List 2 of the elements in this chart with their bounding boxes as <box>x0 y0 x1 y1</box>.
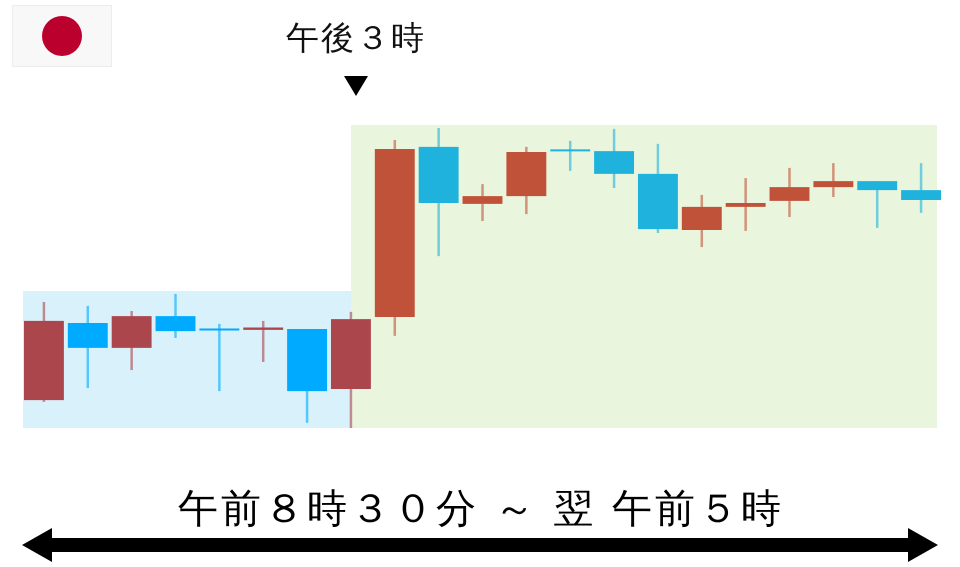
x-axis-title: 午前８時３０分 ～ 翌 午前５時 <box>176 485 786 534</box>
text: 午後３時 <box>284 17 427 59</box>
